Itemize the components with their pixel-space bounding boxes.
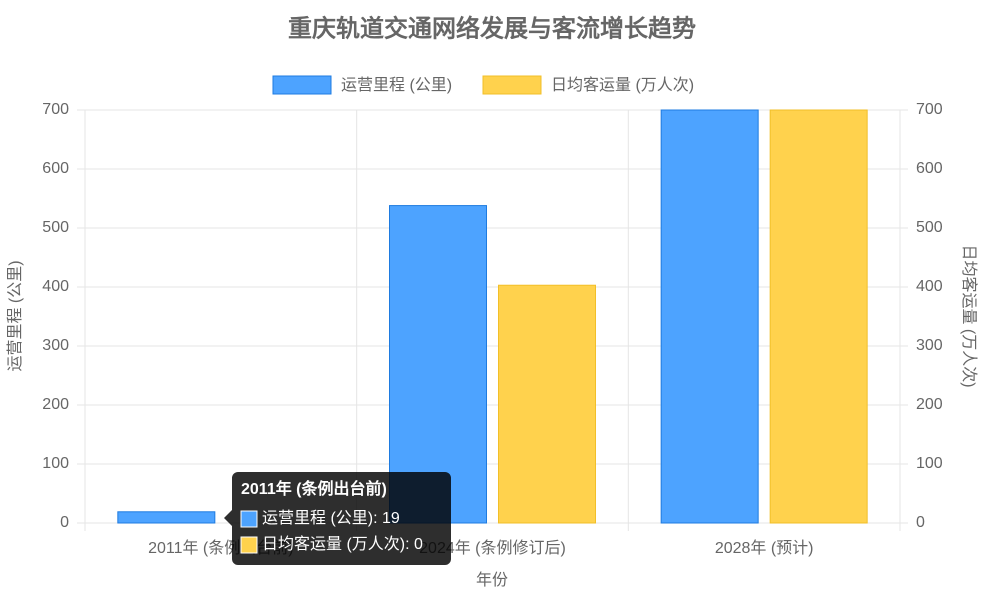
y-tick-label: 400 <box>42 278 69 295</box>
legend-label: 运营里程 (公里) <box>341 76 452 94</box>
bar <box>389 205 487 524</box>
x-axis-title: 年份 <box>476 571 508 589</box>
y-tick-label: 200 <box>42 396 69 413</box>
y2-tick-label: 400 <box>916 278 943 295</box>
chart-title: 重庆轨道交通网络发展与客流增长趋势 <box>288 14 696 42</box>
y2-tick-label: 100 <box>916 455 943 472</box>
bar <box>498 284 596 524</box>
tooltip-line: 运营里程 (公里): 19 <box>262 509 400 527</box>
y-axis-title: 运营里程 (公里) <box>6 260 24 371</box>
legend-swatch <box>272 75 332 95</box>
legend-label: 日均客运量 (万人次) <box>551 76 694 94</box>
bar <box>660 109 759 524</box>
y-tick-label: 300 <box>42 337 69 354</box>
legend-swatch <box>482 75 542 95</box>
tooltip: 2011年 (条例出台前) 运营里程 (公里): 19 日均客运量 (万人次): 0 <box>224 472 451 565</box>
tooltip-swatch <box>240 510 258 528</box>
y2-tick-label: 600 <box>916 160 943 177</box>
y2-tick-label: 500 <box>916 219 943 236</box>
y2-tick-label: 300 <box>916 337 943 354</box>
x-tick-label: 2028年 (预计) <box>715 539 814 557</box>
tooltip-title: 2011年 (条例出台前) <box>241 479 387 498</box>
tooltip-line: 日均客运量 (万人次): 0 <box>262 535 423 553</box>
y2-tick-label: 700 <box>916 101 943 118</box>
y2-axis-title: 日均客运量 (万人次) <box>960 244 978 387</box>
y2-tick-label: 0 <box>916 514 925 531</box>
y-tick-label: 0 <box>60 514 69 531</box>
x-tick-label: 2024年 (条例修订后) <box>419 539 566 557</box>
tooltip-swatch <box>240 536 258 554</box>
bar <box>769 109 868 524</box>
y-tick-label: 500 <box>42 219 69 236</box>
y-tick-label: 100 <box>42 455 69 472</box>
bar <box>117 511 216 524</box>
y2-tick-label: 200 <box>916 396 943 413</box>
y-tick-label: 700 <box>42 101 69 118</box>
tooltip-box <box>224 472 451 565</box>
y-tick-label: 600 <box>42 160 69 177</box>
